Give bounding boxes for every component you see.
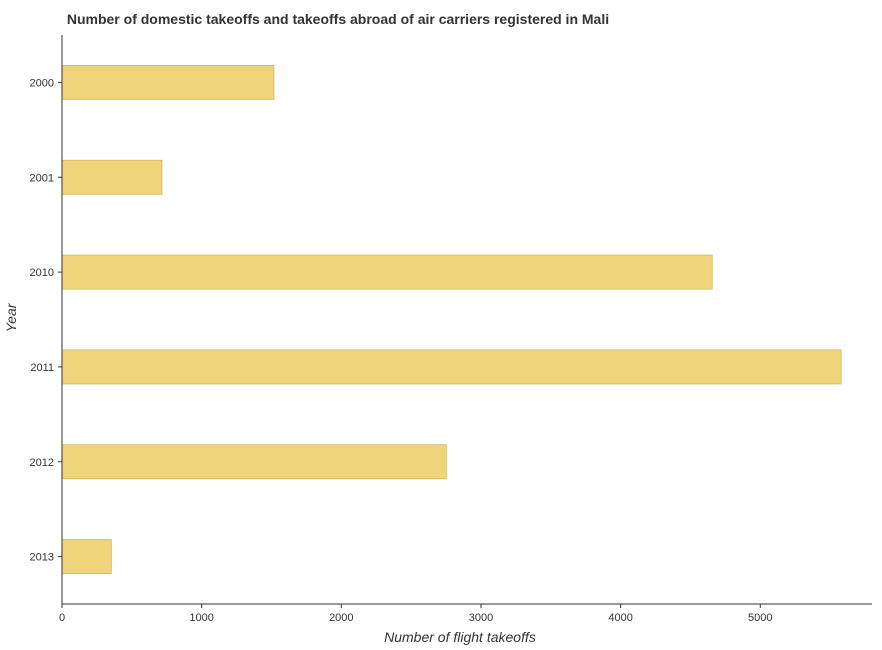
bar-2012 (61, 444, 447, 480)
bar-2011 (61, 349, 842, 385)
y-tick-label-2013: 2013 (30, 552, 54, 564)
y-axis-label: Year (3, 302, 19, 332)
y-tick-label-2011: 2011 (30, 362, 54, 374)
x-tick-label-4000: 4000 (608, 612, 632, 624)
x-tick-label-1000: 1000 (189, 612, 213, 624)
x-axis-label: Number of flight takeoffs (384, 629, 536, 645)
bar-2013 (61, 539, 112, 574)
chart-title: Number of domestic takeoffs and takeoffs… (67, 11, 609, 27)
x-tick-label-3000: 3000 (469, 612, 493, 624)
x-tick-label-0: 0 (59, 612, 65, 624)
bar-2001 (61, 159, 163, 195)
bar-2010 (61, 254, 713, 290)
y-tick-label-2001: 2001 (30, 172, 54, 184)
x-tick-label-2000: 2000 (329, 612, 353, 624)
y-tick-labels: 2000 2001 2010 2011 2012 2013 (30, 77, 62, 564)
y-tick-label-2010: 2010 (30, 267, 54, 279)
bar-2000 (61, 65, 275, 100)
y-tick-label-2012: 2012 (30, 457, 54, 469)
bars-group (61, 65, 842, 574)
x-tick-label-5000: 5000 (748, 612, 772, 624)
y-tick-label-2000: 2000 (30, 77, 54, 89)
x-tick-labels: 0 1000 2000 3000 4000 5000 (59, 604, 773, 624)
